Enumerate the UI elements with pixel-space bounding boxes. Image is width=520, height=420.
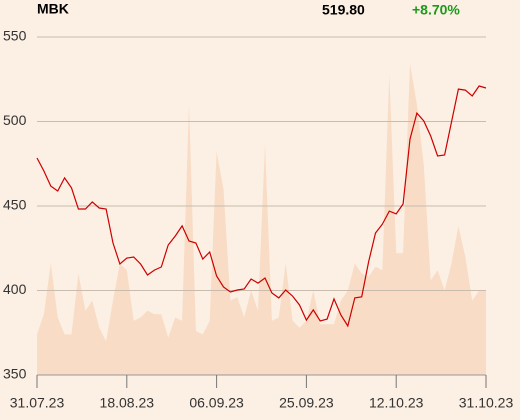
x-tick-label: 31.07.23 <box>10 395 65 411</box>
x-tick-label: 18.08.23 <box>100 395 155 411</box>
chart-title: MBK <box>37 1 69 17</box>
y-tick-label: 550 <box>3 28 27 44</box>
y-tick-label: 500 <box>3 112 27 128</box>
y-tick-label: 400 <box>3 281 27 297</box>
x-tick-label: 06.09.23 <box>189 395 244 411</box>
price: 519.80 <box>322 2 365 18</box>
x-tick-label: 25.09.23 <box>279 395 334 411</box>
x-tick-label: 12.10.23 <box>369 395 424 411</box>
y-tick-label: 450 <box>3 197 27 213</box>
price-line <box>36 85 487 328</box>
x-tick-label: 31.10.23 <box>459 395 514 411</box>
y-tick-label: 350 <box>3 366 27 382</box>
change: +8.70% <box>412 2 460 18</box>
volume-area <box>37 64 486 375</box>
